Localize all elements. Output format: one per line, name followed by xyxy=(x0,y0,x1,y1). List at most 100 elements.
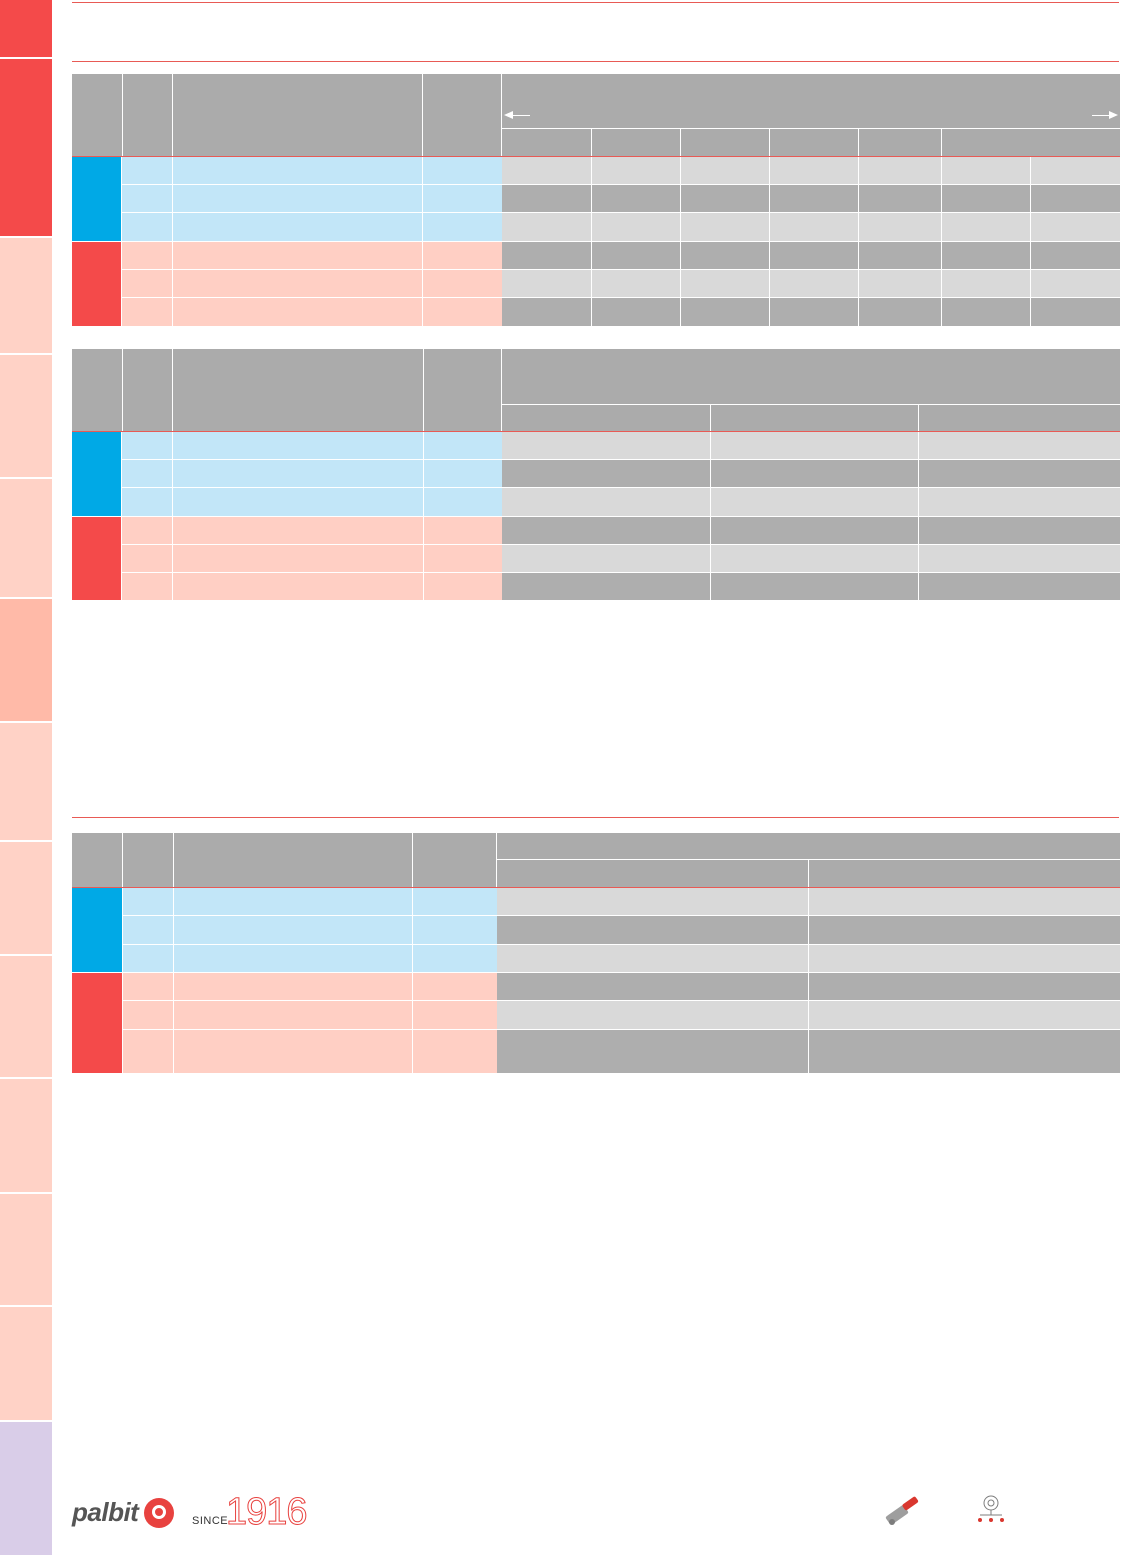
group-marker-blue xyxy=(72,888,122,972)
table-row xyxy=(122,242,502,269)
side-tab-5[interactable] xyxy=(0,479,52,597)
column-divider xyxy=(1030,157,1031,326)
since-label: SINCE xyxy=(192,1515,229,1527)
top-rule xyxy=(72,2,1119,3)
header-divider xyxy=(501,74,502,156)
table-row xyxy=(123,1001,497,1029)
column-divider xyxy=(769,157,770,326)
header-divider xyxy=(122,833,123,887)
side-tab-6-active[interactable] xyxy=(0,599,52,721)
side-tab-9[interactable] xyxy=(0,956,52,1077)
section-rule-1 xyxy=(72,61,1119,62)
insert-grade-icon xyxy=(978,1495,1004,1522)
side-tab-7[interactable] xyxy=(0,723,52,840)
side-tab-11[interactable] xyxy=(0,1194,52,1305)
column-divider xyxy=(941,157,942,326)
table-row xyxy=(123,1030,497,1073)
table-row xyxy=(122,460,502,487)
data-row xyxy=(502,432,1120,459)
column-divider xyxy=(808,888,809,1073)
group-marker-blue xyxy=(72,432,121,516)
table-row xyxy=(123,973,497,1000)
section-rule-2 xyxy=(72,817,1119,818)
subheader-divider xyxy=(808,859,809,887)
group-marker-red xyxy=(72,242,121,326)
data-row xyxy=(502,242,1120,269)
column-divider xyxy=(710,432,711,600)
table-header xyxy=(72,74,1120,156)
table-row xyxy=(123,916,497,944)
subheader-divider xyxy=(769,128,770,156)
brand-wordmark: palbit xyxy=(72,1497,139,1527)
group-marker-blue xyxy=(72,157,121,241)
data-row xyxy=(502,213,1120,241)
data-row xyxy=(502,573,1120,600)
table-row xyxy=(122,432,502,459)
header-divider xyxy=(423,349,424,431)
table-cutting-data-3 xyxy=(72,833,1120,1074)
side-tab-2[interactable] xyxy=(0,59,52,236)
table-row xyxy=(123,945,497,972)
table-row xyxy=(122,185,502,212)
header-divider xyxy=(122,74,123,156)
column-divider xyxy=(918,432,919,600)
header-divider xyxy=(122,349,123,431)
column-divider xyxy=(172,432,173,600)
palbit-logo-icon xyxy=(144,1498,174,1528)
table-row xyxy=(122,213,502,241)
side-tab-10[interactable] xyxy=(0,1079,52,1192)
table-cutting-data-1 xyxy=(72,74,1120,326)
table-row xyxy=(122,488,502,516)
table-cutting-data-2 xyxy=(72,349,1120,600)
table-header xyxy=(72,833,1120,887)
column-divider xyxy=(173,888,174,1073)
side-tab-8[interactable] xyxy=(0,842,52,954)
group-marker-red xyxy=(72,973,122,1073)
subheader-divider xyxy=(680,128,681,156)
subheader-divider xyxy=(918,404,919,431)
data-row xyxy=(502,488,1120,516)
header-subline xyxy=(502,404,1120,405)
column-divider xyxy=(423,432,424,600)
header-divider xyxy=(412,833,413,887)
table-row xyxy=(123,888,497,915)
header-divider xyxy=(501,349,502,431)
subheader-divider xyxy=(710,404,711,431)
table-row xyxy=(122,298,502,326)
column-divider xyxy=(412,888,413,1073)
column-divider xyxy=(172,157,173,326)
table-row xyxy=(122,270,502,297)
turning-tool-icon xyxy=(885,1496,919,1525)
table-row xyxy=(122,517,502,544)
since-year: 1916 xyxy=(226,1491,309,1534)
table-row xyxy=(122,157,502,184)
column-divider xyxy=(422,157,423,326)
side-tab-12[interactable] xyxy=(0,1307,52,1420)
subheader-divider xyxy=(591,128,592,156)
table-row xyxy=(122,545,502,572)
header-divider xyxy=(422,74,423,156)
header-bottom-rule xyxy=(72,887,1120,888)
data-row xyxy=(502,545,1120,572)
data-row xyxy=(502,298,1120,326)
data-row xyxy=(502,185,1120,212)
header-divider xyxy=(172,74,173,156)
table-row xyxy=(122,573,502,600)
data-row xyxy=(502,517,1120,544)
subheader-divider xyxy=(941,128,942,156)
side-tab-4[interactable] xyxy=(0,355,52,477)
header-bottom-rule xyxy=(72,156,1120,157)
side-tab-3[interactable] xyxy=(0,238,52,353)
column-divider xyxy=(858,157,859,326)
data-row xyxy=(502,270,1120,297)
side-tab-1[interactable] xyxy=(0,0,52,57)
header-bottom-rule xyxy=(72,431,1120,432)
header-divider xyxy=(496,833,497,887)
header-divider xyxy=(172,349,173,431)
side-tab-13[interactable] xyxy=(0,1422,52,1555)
header-subline xyxy=(502,128,1120,129)
column-divider xyxy=(591,157,592,326)
header-divider xyxy=(173,833,174,887)
column-divider xyxy=(680,157,681,326)
data-row xyxy=(502,157,1120,184)
